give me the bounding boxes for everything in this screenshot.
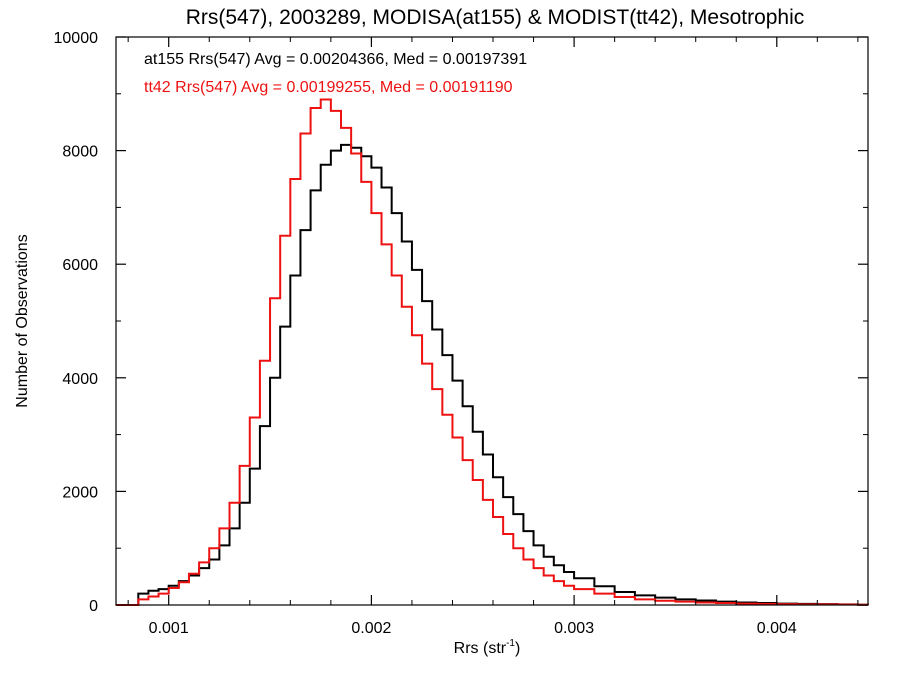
- x-axis-label-sup: -1: [506, 638, 515, 649]
- y-axis-label: Number of Observations: [14, 234, 31, 407]
- x-axis-label: Rrs (str-1): [454, 638, 521, 657]
- y-tick-label: 6000: [62, 257, 98, 274]
- series-layer: [116, 98, 869, 606]
- chart-title: Rrs(547), 2003289, MODISA(at155) & MODIS…: [186, 6, 805, 29]
- series-line-1: [116, 98, 869, 606]
- x-tick-label: 0.004: [757, 620, 797, 637]
- y-tick-label: 2000: [62, 484, 98, 501]
- x-tick-label: 0.001: [149, 620, 189, 637]
- y-tick-label: 4000: [62, 371, 98, 388]
- y-tick-label: 10000: [54, 30, 99, 47]
- series-line-0: [116, 143, 869, 606]
- y-axis-ticks: 0 2000 4000 6000 8000 10000: [54, 30, 868, 615]
- x-axis-label-suffix: ): [515, 640, 520, 657]
- x-axis-label-main: Rrs (str: [454, 640, 507, 657]
- x-tick-label: 0.003: [554, 620, 594, 637]
- y-tick-label: 0: [89, 598, 98, 615]
- x-tick-label: 0.002: [351, 620, 391, 637]
- annotation-at155: at155 Rrs(547) Avg = 0.00204366, Med = 0…: [144, 51, 527, 68]
- annotation-tt42: tt42 Rrs(547) Avg = 0.00199255, Med = 0.…: [144, 79, 513, 96]
- x-axis-ticks: 0.001 0.002 0.003 0.004: [127, 37, 859, 637]
- y-tick-label: 8000: [62, 144, 98, 161]
